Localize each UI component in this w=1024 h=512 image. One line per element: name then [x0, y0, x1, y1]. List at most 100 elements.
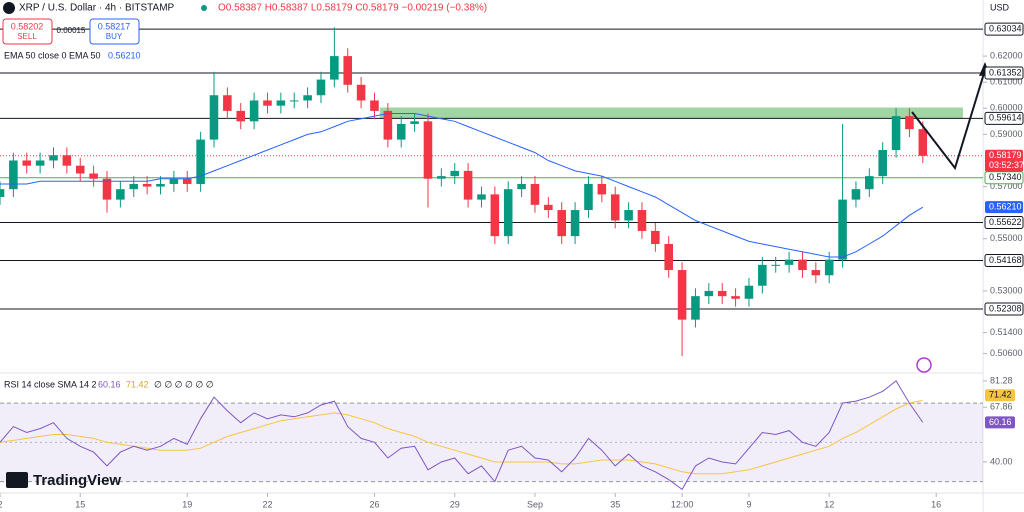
ema-legend: EMA 50 close 0 EMA 50 [4, 50, 101, 60]
current-price-tag [985, 149, 1023, 172]
candle-body [651, 230, 660, 244]
level-tag [984, 66, 1024, 80]
y-tick-label: 0.55000 [990, 233, 1023, 243]
candle-body [771, 264, 780, 266]
sell-label: SELL [17, 32, 37, 41]
candle-body [477, 194, 486, 200]
candle-body [517, 183, 526, 190]
candle-body [624, 210, 633, 221]
logo-icon [6, 472, 28, 488]
level-tag [984, 22, 1024, 36]
ema-legend-value: 0.56210 [108, 50, 141, 60]
candle-body [530, 183, 540, 205]
candle-body [691, 296, 700, 320]
candle-body [584, 183, 593, 211]
candle-body [316, 79, 326, 96]
rsi-legend: RSI 14 close SMA 14 2 [4, 379, 97, 389]
sell-price: 0.58202 [11, 21, 44, 31]
rsi-tag-label: 60.16 [989, 417, 1012, 427]
candle-body [303, 95, 312, 101]
candle-body [905, 116, 914, 130]
buy-button[interactable] [89, 18, 140, 45]
candle-body [798, 259, 807, 271]
candle-body [677, 270, 687, 320]
candle-body [423, 121, 433, 179]
x-tick-label: 26 [369, 499, 379, 509]
x-tick-label: Sep [527, 499, 543, 509]
candle-body [356, 84, 366, 101]
rsi-tick-label: 40.00 [990, 456, 1013, 466]
level-label: 0.63034 [989, 23, 1022, 33]
x-tick-label: 35 [610, 499, 620, 509]
candle-body [276, 100, 286, 106]
candle-body [396, 123, 406, 140]
candle-body [330, 56, 339, 80]
rsi-sma-line [0, 399, 923, 475]
level-label: 0.61352 [989, 67, 1022, 77]
rsi-tag [985, 416, 1015, 429]
sell-button[interactable] [2, 18, 53, 45]
candle-body [182, 178, 192, 184]
symbol-icon [3, 2, 15, 14]
x-tick-label: 15 [75, 499, 85, 509]
rsi-line [0, 380, 924, 491]
countdown: 03:52:37 [989, 160, 1024, 170]
candle-body [169, 178, 179, 184]
candle-body [704, 290, 714, 297]
level-tag [984, 216, 1024, 230]
currency: USD [990, 2, 1010, 12]
candle-body [35, 160, 45, 166]
candle-body [664, 243, 673, 271]
rsi-tick-label: 67.86 [990, 402, 1013, 412]
candle-body [637, 210, 647, 231]
x-tick-label: 19 [182, 499, 192, 509]
y-tick-label: 0.51400 [990, 327, 1023, 337]
candle-body [75, 165, 85, 174]
candle-body [236, 110, 246, 122]
candle-body [463, 170, 473, 200]
x-tick-label: 29 [450, 499, 460, 509]
candle-body [490, 194, 500, 237]
candle-body [758, 264, 767, 286]
ema-tag [985, 201, 1023, 214]
rsi-legend-extra: ∅ ∅ ∅ ∅ ∅ ∅ [154, 379, 214, 389]
x-tick-label: 2 [0, 499, 3, 509]
candle-body [62, 155, 72, 166]
icon [916, 357, 932, 373]
candle-body [851, 189, 861, 200]
annotation-arrow [911, 69, 986, 171]
ohlc: O0.58387 H0.58387 L0.58179 C0.58179 −0.0… [218, 3, 487, 14]
candle-body [22, 160, 32, 166]
candle-body [0, 189, 5, 198]
status-dot [201, 5, 207, 11]
level-tag [984, 302, 1024, 316]
level-label: 0.55622 [989, 217, 1022, 227]
candle-body [9, 160, 18, 190]
current-price-label: 0.58179 [989, 150, 1022, 160]
candle-body [744, 285, 754, 299]
y-tick-label: 0.57000 [990, 181, 1023, 191]
candle-body [156, 183, 165, 187]
candle-body [437, 176, 446, 179]
ema-line [0, 113, 924, 258]
header-bg [0, 0, 480, 16]
x-tick-label: 22 [262, 499, 272, 509]
supply-zone [379, 107, 963, 119]
candle-body [223, 95, 232, 111]
y-tick-label: 0.50600 [990, 348, 1023, 358]
level-label: 0.59614 [989, 113, 1022, 123]
candle-body [289, 100, 299, 102]
spread: 0.00015 [57, 26, 86, 35]
candle-body [383, 110, 393, 140]
candle-body [811, 270, 821, 276]
candle-body [597, 183, 607, 195]
candle-body [503, 189, 513, 237]
candle-body [196, 139, 205, 184]
ema-tag-label: 0.56210 [989, 202, 1022, 212]
candle-body [410, 121, 419, 124]
candle-body [370, 100, 379, 111]
candle-body [824, 259, 834, 276]
rsi-legend-value: 60.16 [98, 379, 121, 389]
candle-body [918, 129, 928, 156]
